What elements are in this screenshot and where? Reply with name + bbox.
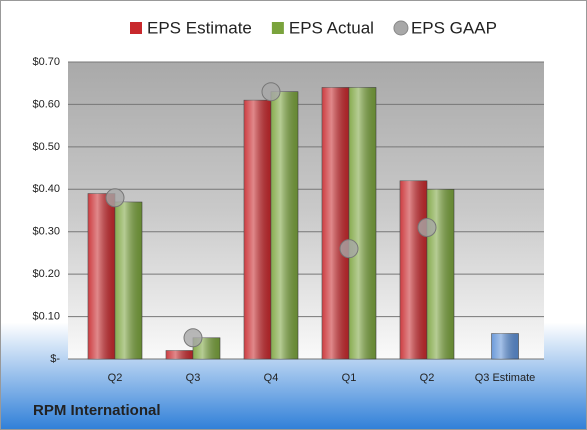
bar-shine bbox=[427, 189, 454, 359]
legend-label: EPS Actual bbox=[289, 18, 374, 37]
point bbox=[183, 328, 203, 348]
legend-label: EPS Estimate bbox=[147, 18, 252, 37]
y-tick-label: $0.40 bbox=[32, 183, 60, 195]
bar-shine bbox=[400, 180, 427, 359]
legend-marker bbox=[130, 22, 142, 34]
chart-title: RPM International bbox=[33, 402, 161, 419]
y-tick-label: $0.20 bbox=[32, 268, 60, 280]
bar-shine bbox=[115, 202, 142, 359]
x-tick-label: Q3 Estimate bbox=[475, 372, 536, 384]
bar-shine bbox=[349, 87, 376, 359]
legend-marker bbox=[393, 20, 409, 36]
point bbox=[261, 82, 281, 102]
legend-marker bbox=[271, 22, 284, 34]
bar-shine bbox=[322, 87, 349, 359]
y-tick-label: $0.50 bbox=[32, 141, 60, 153]
y-tick-label: $0.60 bbox=[32, 98, 60, 110]
bar-shine bbox=[271, 91, 298, 359]
y-tick-label: $0.70 bbox=[32, 56, 60, 68]
x-tick-label: Q1 bbox=[342, 372, 357, 384]
bar-shine bbox=[166, 350, 193, 359]
legend-label: EPS GAAP bbox=[411, 18, 497, 37]
point bbox=[417, 217, 437, 237]
x-tick-label: Q3 bbox=[186, 372, 201, 384]
x-tick-label: Q2 bbox=[420, 372, 435, 384]
y-tick-label: $- bbox=[50, 353, 60, 365]
bar-shine bbox=[88, 193, 115, 359]
x-tick-label: Q4 bbox=[264, 372, 279, 384]
point bbox=[339, 239, 359, 259]
bar-shine bbox=[244, 100, 271, 359]
x-tick-label: Q2 bbox=[108, 372, 123, 384]
point bbox=[105, 188, 125, 208]
bar-shine bbox=[491, 333, 519, 359]
plot-area bbox=[68, 62, 544, 359]
y-tick-label: $0.10 bbox=[32, 310, 60, 322]
y-tick-label: $0.30 bbox=[32, 226, 60, 238]
